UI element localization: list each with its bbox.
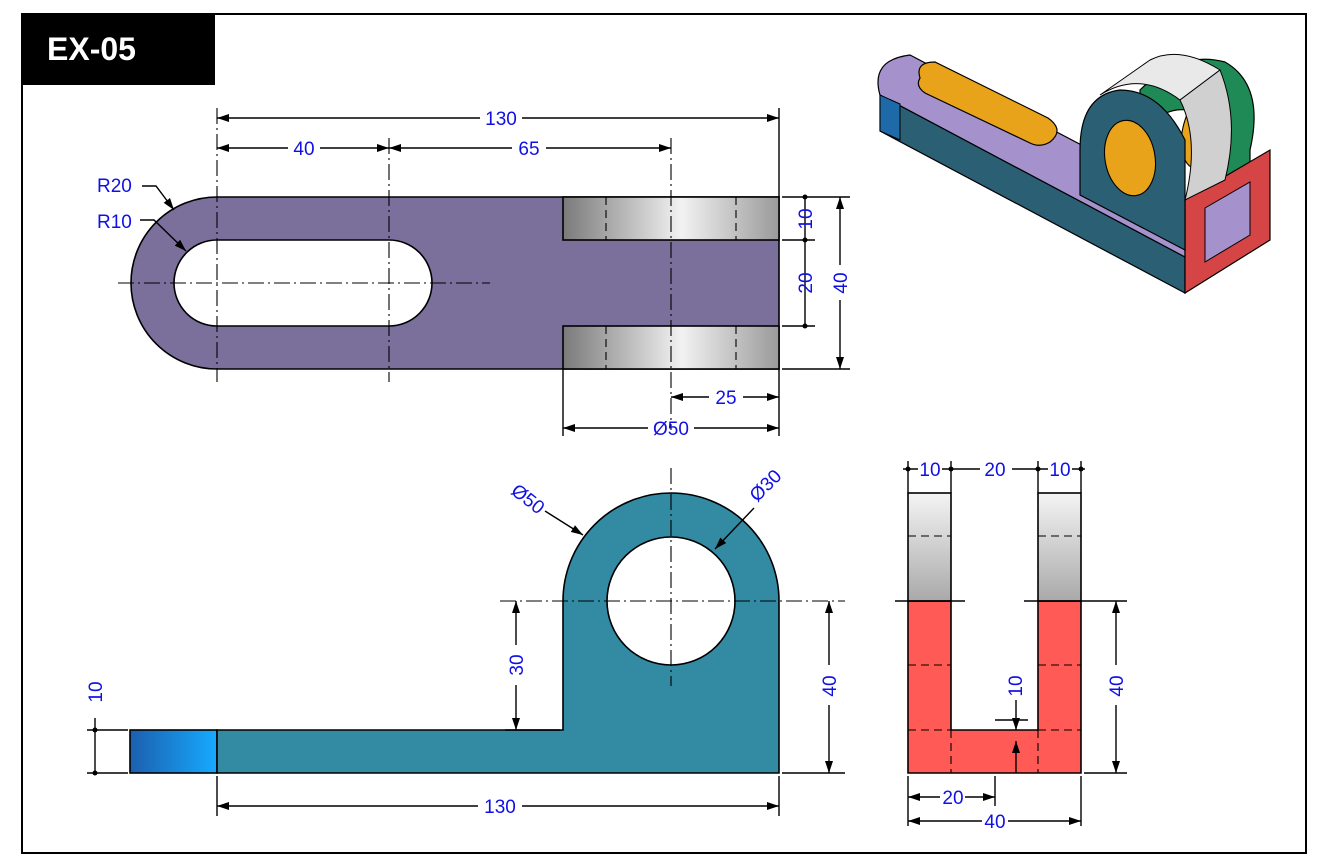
- side-lug-left: [907, 492, 952, 602]
- dim-outer-radius: R20: [97, 176, 132, 197]
- dim-side-half-width: 20: [942, 788, 963, 809]
- dim-slot-center: 40: [293, 139, 314, 160]
- dim-side-height: 40: [1107, 675, 1128, 696]
- dim-left-lug: 10: [919, 460, 940, 481]
- dim-half-diameter: 25: [715, 388, 736, 409]
- dim-side-base-thickness: 10: [1006, 675, 1027, 696]
- front-view: Ø50 Ø30 10 30 40 130: [86, 466, 845, 818]
- dim-hole-height-above-base: 30: [507, 654, 528, 675]
- dim-lug-thickness: 10: [796, 208, 817, 229]
- dim-hole-height: 40: [820, 675, 841, 696]
- top-view: 130 40 65 R20 R10 10 20 40 25: [97, 108, 852, 440]
- dim-base-thickness: 10: [86, 681, 107, 702]
- iso-slot: [917, 61, 1058, 146]
- front-view-body: [216, 492, 780, 774]
- dim-side-gap: 20: [984, 460, 1005, 481]
- front-stub: [129, 729, 218, 774]
- dim-overall-length: 130: [485, 109, 517, 130]
- dim-slot-radius: R10: [97, 212, 132, 233]
- dim-lug-diameter: Ø50: [653, 419, 689, 440]
- dim-right-lug: 10: [1049, 460, 1070, 481]
- side-view: 10 20 10 10 40 20 40: [895, 458, 1128, 833]
- dim-gap: 20: [796, 272, 817, 293]
- dim-front-overall-length: 130: [484, 797, 516, 818]
- dim-overall-width: 40: [831, 272, 852, 293]
- iso-base-end: [879, 94, 901, 141]
- side-lug-right: [1037, 492, 1082, 602]
- dim-hole-diameter: Ø30: [746, 466, 786, 506]
- side-view-body: [907, 600, 1082, 774]
- exercise-title: EX-05: [21, 13, 215, 85]
- dim-side-width: 40: [984, 812, 1005, 833]
- isometric-view: [877, 53, 1271, 295]
- dim-hole-offset: 65: [518, 139, 539, 160]
- dim-outer-diameter: Ø50: [507, 480, 548, 519]
